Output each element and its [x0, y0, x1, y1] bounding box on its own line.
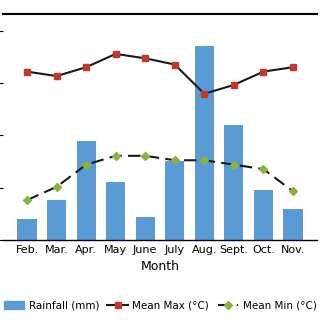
Mean Max (°C) — [291, 65, 295, 69]
Mean Max (°C) — [173, 63, 177, 67]
Mean Min (°C) — [55, 185, 59, 189]
Mean Min (°C) — [173, 158, 177, 162]
Bar — [136, 217, 155, 240]
Legend: Rainfall (mm), Mean Max (°C), Mean Min (°C): Rainfall (mm), Mean Max (°C), Mean Min (… — [0, 296, 320, 315]
Mean Min (°C) — [261, 167, 265, 171]
Mean Max (°C) — [55, 74, 59, 78]
Mean Max (°C) — [143, 56, 147, 60]
Bar — [165, 162, 184, 240]
Mean Min (°C) — [291, 189, 295, 193]
Mean Max (°C) — [114, 52, 118, 56]
Mean Max (°C) — [25, 70, 29, 74]
Bar — [195, 46, 214, 240]
Mean Max (°C) — [84, 65, 88, 69]
Mean Min (°C) — [114, 154, 118, 158]
Mean Min (°C) — [232, 163, 236, 167]
Line: Mean Min (°C): Mean Min (°C) — [24, 153, 296, 203]
Bar — [254, 190, 273, 240]
Line: Mean Max (°C): Mean Max (°C) — [24, 51, 296, 97]
X-axis label: Month: Month — [140, 260, 180, 273]
Bar — [76, 140, 96, 240]
Bar — [18, 219, 37, 240]
Bar — [224, 125, 244, 240]
Mean Min (°C) — [202, 158, 206, 162]
Mean Min (°C) — [25, 198, 29, 202]
Mean Min (°C) — [143, 154, 147, 158]
Bar — [47, 200, 66, 240]
Mean Min (°C) — [84, 163, 88, 167]
Bar — [106, 182, 125, 240]
Mean Max (°C) — [202, 92, 206, 96]
Bar — [283, 209, 302, 240]
Mean Max (°C) — [232, 83, 236, 87]
Mean Max (°C) — [261, 70, 265, 74]
